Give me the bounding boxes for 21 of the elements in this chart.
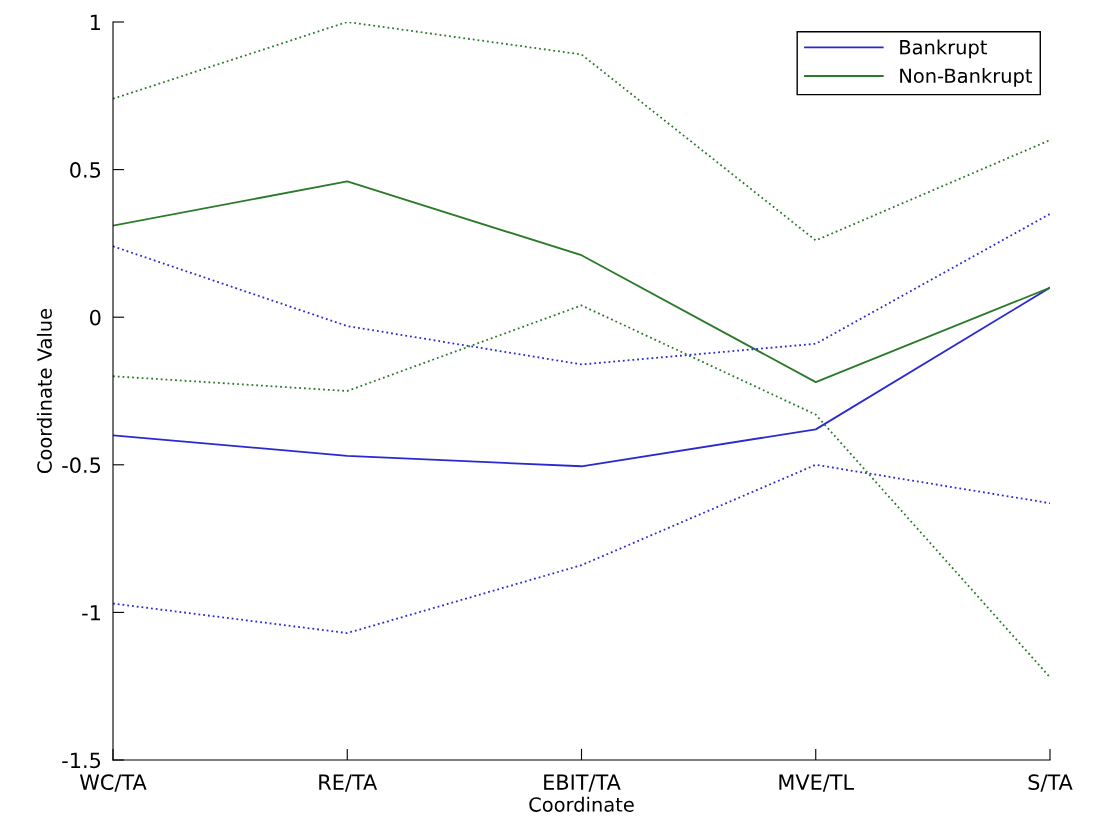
line-series (113, 180, 1050, 384)
legend-label: Non-Bankrupt (900, 68, 1033, 87)
x-tick-label: WC/TA (79, 774, 147, 792)
y-tick-label: -0.5 (62, 457, 101, 474)
x-tick-label: RE/TA (319, 774, 378, 792)
line-series (113, 304, 1050, 679)
line-series (113, 463, 1050, 634)
x-tick-label: MVE/TL (779, 774, 855, 792)
line-series (113, 286, 1050, 468)
x-tick-label: S/TA (1028, 774, 1073, 792)
line-series (113, 212, 1050, 366)
y-tick-label: 0 (90, 309, 101, 326)
line-series (113, 22, 1050, 242)
x-axis-title: Coordinate (529, 796, 634, 812)
y-tick-label: -1 (82, 605, 100, 621)
y-tick-label: 1 (90, 14, 100, 30)
x-tick-label: EBIT/TA (544, 774, 621, 792)
y-tick-label: 0.5 (70, 162, 101, 178)
y-tick-label: -1.5 (62, 752, 101, 769)
y-axis-title: Coordinate Value (36, 308, 52, 473)
legend-label: Bankrupt (900, 39, 987, 59)
